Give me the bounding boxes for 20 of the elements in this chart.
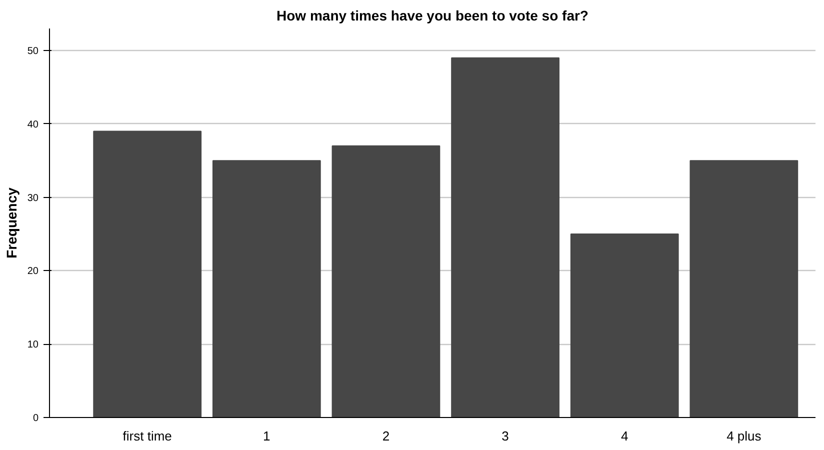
y-tick-label: 20 <box>27 266 39 278</box>
bar <box>570 234 679 418</box>
y-tick-label: 50 <box>27 46 39 58</box>
y-tick-label: 10 <box>27 340 39 351</box>
bar <box>690 160 798 418</box>
x-tick-label: first time <box>122 428 172 444</box>
y-tick-label: 30 <box>27 192 39 204</box>
chart-title: How many times have you been to vote so far? <box>276 8 588 24</box>
bar <box>93 130 202 418</box>
bar <box>212 160 321 418</box>
y-axis-title: Frequency <box>3 187 20 258</box>
bar <box>451 57 560 418</box>
x-tick-label: 3 <box>502 428 509 444</box>
x-tick-label: 1 <box>263 428 270 444</box>
x-tick-label: 4 plus <box>726 428 762 444</box>
x-tick-label: 2 <box>382 428 390 444</box>
bar <box>332 145 440 418</box>
y-tick-label: 40 <box>27 119 39 130</box>
y-tick-label: 0 <box>32 413 39 424</box>
x-tick-label: 4 <box>620 428 628 444</box>
